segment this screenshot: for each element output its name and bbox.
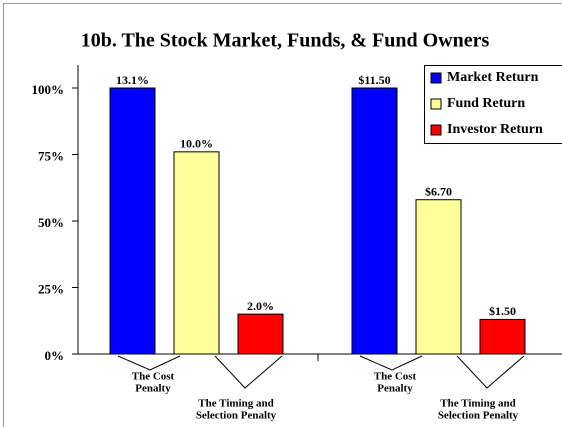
value-label: $1.50 (489, 304, 516, 318)
annotation: Selection Penalty (438, 410, 519, 422)
bar (109, 87, 156, 355)
chart-title: 10b. The Stock Market, Funds, & Fund Own… (81, 30, 490, 52)
y-tick-label: 50% (38, 215, 64, 230)
bar (415, 199, 462, 355)
annotation: Penalty (377, 383, 413, 395)
y-tick-label: 75% (38, 148, 64, 163)
annotation: The Cost (374, 371, 417, 383)
legend-label: Market Return (447, 70, 539, 85)
legend-label: Investor Return (447, 122, 543, 137)
y-tick-label: 100% (32, 82, 65, 97)
legend-box (424, 65, 562, 144)
bar (479, 318, 526, 355)
bar (237, 313, 284, 355)
annotation: Penalty (135, 383, 171, 395)
legend-label: Fund Return (447, 96, 525, 111)
annotation: The Timing and (440, 398, 515, 410)
value-label: $6.70 (425, 184, 452, 198)
value-label: $11.50 (358, 73, 390, 87)
frame (3, 3, 562, 427)
legend-swatch (430, 72, 442, 84)
legend-swatch (430, 124, 442, 136)
legend-swatch (430, 98, 442, 110)
bar (351, 87, 398, 355)
bar (173, 151, 220, 355)
value-label: 10.0% (180, 137, 213, 151)
annotation: The Timing and (198, 398, 273, 410)
y-tick-label: 0% (45, 348, 65, 363)
value-label: 2.0% (247, 299, 274, 313)
annotation: The Cost (132, 371, 175, 383)
annotation: Selection Penalty (196, 410, 277, 422)
value-label: 13.1% (116, 73, 149, 87)
penalty-brackets (117, 355, 525, 389)
y-tick-label: 25% (38, 281, 64, 296)
